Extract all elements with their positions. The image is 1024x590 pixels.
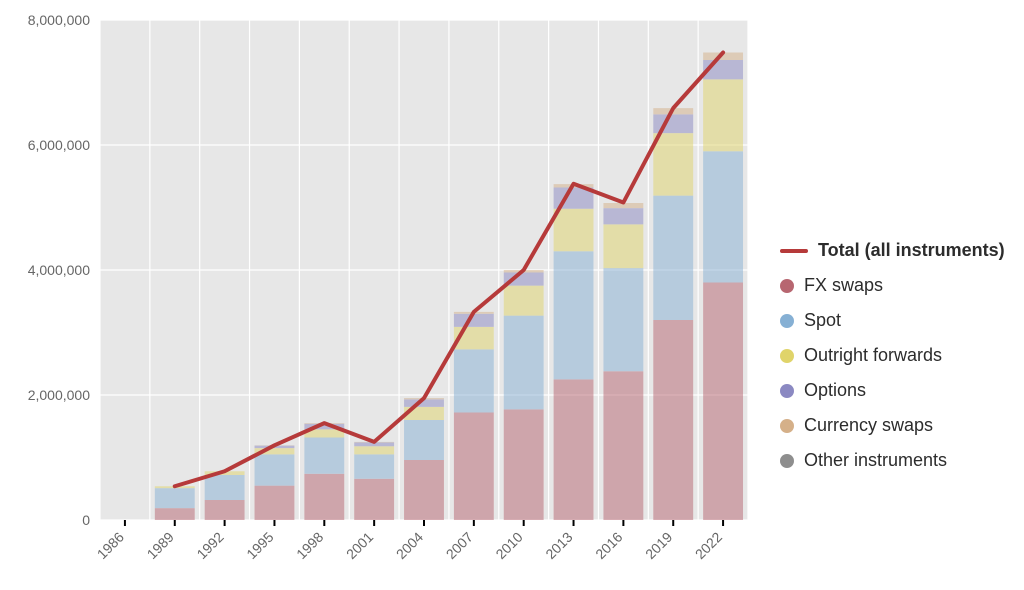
bar-segment	[304, 438, 344, 474]
legend-item: Outright forwards	[780, 345, 1005, 366]
legend-dot-swatch	[780, 314, 794, 328]
bar-segment	[205, 475, 245, 500]
x-axis-label: 2001	[343, 529, 376, 562]
x-axis-label: 2010	[492, 529, 525, 562]
bar-segment	[354, 454, 394, 478]
bar-segment	[504, 286, 544, 316]
bar-segment	[354, 446, 394, 454]
bar-segment	[554, 209, 594, 252]
y-axis-label: 4,000,000	[28, 262, 90, 278]
bar-segment	[504, 316, 544, 410]
x-axis-label: 2016	[592, 529, 625, 562]
bar-segment	[653, 133, 693, 196]
bar-segment	[255, 486, 295, 520]
x-axis-label: 1989	[144, 529, 177, 562]
y-axis-label: 8,000,000	[28, 12, 90, 28]
legend-item: Currency swaps	[780, 415, 1005, 436]
x-axis-label: 1986	[94, 529, 127, 562]
bar-segment	[304, 474, 344, 520]
legend-line-swatch	[780, 249, 808, 253]
x-axis-label: 2007	[443, 529, 476, 562]
bar-segment	[454, 413, 494, 521]
bar-segment	[205, 500, 245, 520]
x-axis-label: 1992	[193, 529, 226, 562]
y-axis-label: 2,000,000	[28, 387, 90, 403]
x-axis-label: 2013	[542, 529, 575, 562]
legend-label: Spot	[804, 310, 841, 331]
bar-segment	[554, 379, 594, 520]
x-axis-label: 1998	[293, 529, 326, 562]
legend-dot-swatch	[780, 349, 794, 363]
x-axis-label: 2019	[642, 529, 675, 562]
legend-label: Total (all instruments)	[818, 240, 1005, 261]
bar-segment	[703, 151, 743, 282]
bar-segment	[155, 508, 195, 520]
x-axis-label: 2022	[692, 529, 725, 562]
bar-segment	[454, 349, 494, 412]
legend-label: FX swaps	[804, 275, 883, 296]
bar-segment	[255, 454, 295, 485]
legend-dot-swatch	[780, 419, 794, 433]
bar-segment	[603, 268, 643, 371]
legend-item: Other instruments	[780, 450, 1005, 471]
bar-segment	[554, 251, 594, 379]
bar-segment	[404, 460, 444, 520]
legend-dot-swatch	[780, 384, 794, 398]
y-axis-label: 0	[82, 512, 90, 528]
bar-segment	[354, 479, 394, 520]
bar-segment	[504, 409, 544, 520]
legend-label: Outright forwards	[804, 345, 942, 366]
bar-segment	[703, 79, 743, 151]
bar-segment	[653, 196, 693, 320]
bar-segment	[703, 283, 743, 521]
x-axis-label: 2004	[393, 529, 426, 562]
legend-label: Other instruments	[804, 450, 947, 471]
legend-label: Currency swaps	[804, 415, 933, 436]
bar-segment	[603, 224, 643, 268]
bar-segment	[603, 371, 643, 520]
legend: Total (all instruments) FX swaps Spot Outri…	[780, 240, 1005, 471]
y-axis-label: 6,000,000	[28, 137, 90, 153]
legend-item: Options	[780, 380, 1005, 401]
legend-label: Options	[804, 380, 866, 401]
bar-segment	[603, 208, 643, 224]
legend-item: Total (all instruments)	[780, 240, 1005, 261]
bar-segment	[155, 488, 195, 508]
legend-dot-swatch	[780, 279, 794, 293]
bar-segment	[653, 320, 693, 520]
legend-item: Spot	[780, 310, 1005, 331]
bar-segment	[404, 420, 444, 460]
legend-dot-swatch	[780, 454, 794, 468]
x-axis-label: 1995	[243, 529, 276, 562]
legend-item: FX swaps	[780, 275, 1005, 296]
